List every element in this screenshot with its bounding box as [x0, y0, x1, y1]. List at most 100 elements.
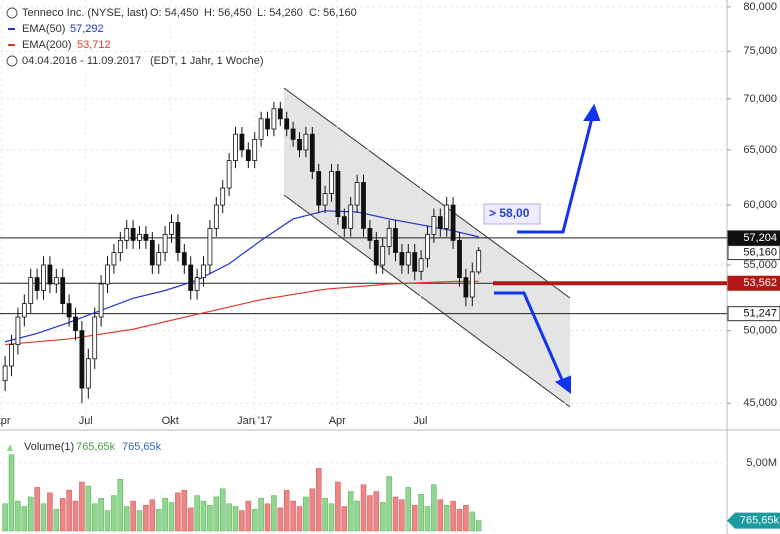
candle-body: [105, 264, 110, 285]
volume-bar: [315, 468, 322, 532]
candle-body: [226, 160, 232, 189]
candle-body: [284, 118, 290, 130]
candle-body: [41, 264, 46, 291]
legend-name: EMA(200): [22, 39, 72, 51]
candle-body: [386, 227, 392, 247]
x-tick-label: Jul: [413, 415, 427, 427]
plot: 45,000 50,000 55,000 60,000 65,000 70,000 75,0…: [0, 0, 777, 427]
candle-body: [85, 358, 91, 389]
volume-bar: [187, 507, 194, 532]
x-tick-label: Apr: [329, 415, 346, 427]
x-tick-label: Okt: [162, 415, 179, 427]
volume-bar: [219, 488, 226, 532]
arrow-head: [583, 103, 601, 121]
volume-bar: [117, 479, 124, 532]
x-tick-label: Jul: [79, 415, 93, 427]
volume-bar: [91, 503, 98, 532]
candle-body: [290, 128, 296, 140]
volume-bar: [443, 504, 450, 532]
volume-bar: [213, 496, 220, 532]
candle-body: [316, 171, 322, 206]
volume-bar: [40, 503, 47, 532]
volume-value: 765,65k: [122, 441, 162, 453]
candle-body: [450, 204, 456, 241]
candle-body: [60, 277, 66, 305]
volume-bar: [367, 495, 373, 532]
y-tick-label: 80,000: [743, 1, 777, 13]
volume-bar: [309, 488, 316, 532]
candle-body: [425, 233, 430, 260]
candle-body: [431, 216, 437, 235]
candle-body: [277, 108, 283, 120]
candle-body: [213, 204, 219, 229]
volume-bar: [431, 484, 437, 532]
volume-box-label: 765,65k: [740, 514, 780, 526]
candle-body: [47, 264, 53, 285]
volume-bar: [21, 506, 28, 532]
ema-line: [5, 280, 479, 346]
level-label: 53,562: [743, 277, 777, 289]
candle-body: [463, 277, 469, 298]
candle-body: [162, 233, 168, 253]
volume-bar: [149, 499, 156, 532]
candle-body: [9, 344, 14, 367]
volume-name: Volume(1): [24, 441, 74, 453]
candle-body: [393, 227, 398, 253]
candle-body: [15, 316, 21, 345]
volume-bar: [354, 500, 360, 532]
date-range: 04.04.2016 - 11.09.2017: [22, 55, 141, 67]
candle-body: [297, 138, 302, 151]
header-ohlc: O: 54,450: [150, 7, 198, 19]
candle-body: [322, 193, 328, 206]
volume-bar: [123, 506, 130, 532]
candle-body: [341, 216, 347, 229]
volume-bar: [226, 503, 232, 532]
candle-body: [476, 250, 482, 273]
ema-line: [4, 210, 479, 343]
candle-body: [354, 182, 360, 206]
clock-icon: [6, 55, 18, 67]
volume-bar: [386, 476, 392, 532]
candle-body: [2, 365, 8, 382]
volume-bar: [277, 507, 284, 532]
volume-bar: [450, 500, 456, 532]
candle-body: [79, 330, 85, 389]
candle-body: [194, 277, 200, 291]
candle-body: [149, 239, 155, 266]
candle-body: [252, 138, 258, 161]
candle-body: [181, 252, 187, 266]
volume-bar: [373, 491, 380, 532]
candle-body: [220, 187, 226, 206]
header-ohlc: L: 54,260: [257, 7, 303, 19]
x-tick-label: Jan '17: [237, 415, 272, 427]
volume-bar: [283, 489, 290, 532]
candle-body: [361, 182, 366, 229]
volume-bar: [181, 489, 188, 532]
volume-bar: [328, 503, 335, 532]
candle-body: [73, 316, 78, 332]
candle-body: [201, 264, 206, 279]
candle-body: [98, 283, 104, 318]
level-label: 56,160: [743, 247, 777, 259]
candle-body: [380, 246, 386, 266]
level-label: 57,204: [743, 232, 777, 244]
channel-bottom: [283, 194, 571, 408]
volume-bar: [143, 504, 149, 532]
candle-body: [469, 271, 475, 298]
volume-bar: [8, 454, 15, 532]
volume-bar: [2, 503, 8, 532]
candle-body: [271, 108, 277, 130]
candle-body: [111, 252, 117, 266]
volume-bar: [175, 492, 181, 532]
volume-bar: [79, 481, 85, 532]
candle-body: [373, 239, 379, 266]
candle-body: [348, 204, 354, 229]
volume-bar: [200, 500, 207, 532]
candle-body: [457, 239, 462, 279]
volume-bar: [411, 504, 418, 532]
candle-body: [53, 277, 59, 285]
volume-bar: [322, 498, 328, 532]
volume-bar: [72, 500, 79, 532]
volume-bar: [399, 499, 405, 532]
